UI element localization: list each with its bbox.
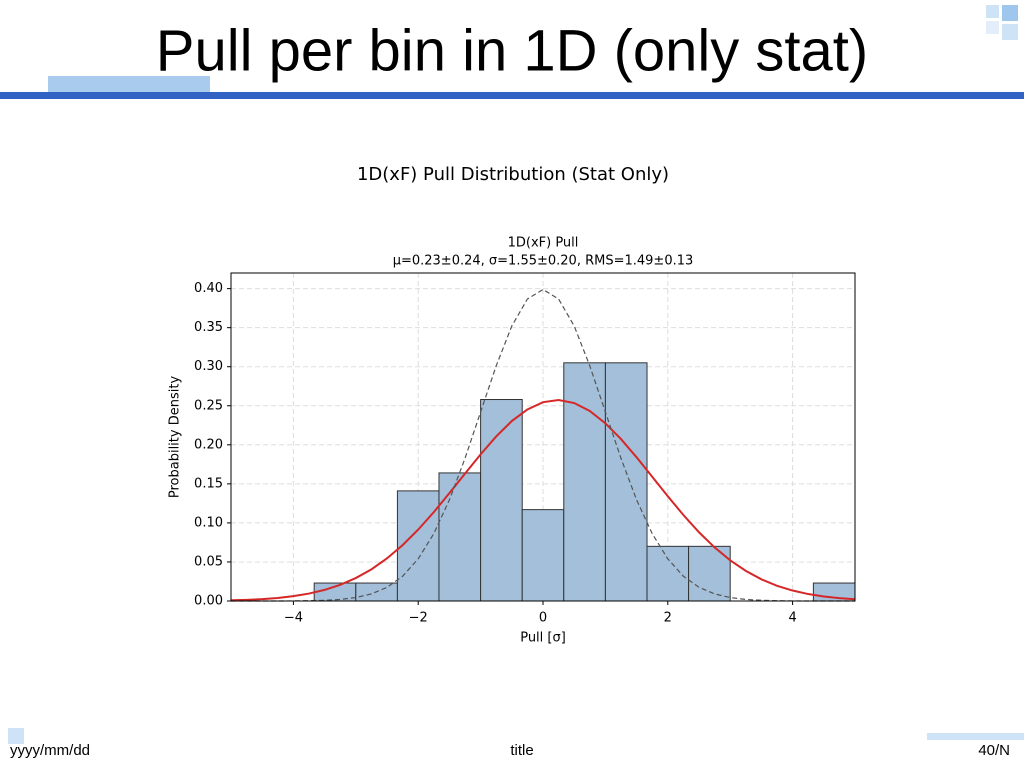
chart-title: 1D(xF) Pull Distribution (Stat Only) bbox=[357, 164, 669, 185]
x-tick-label: 0 bbox=[539, 611, 547, 626]
y-tick-label: 0.10 bbox=[194, 515, 223, 530]
y-tick-label: 0.00 bbox=[194, 594, 223, 609]
title-rule bbox=[0, 92, 1024, 99]
bar bbox=[480, 399, 523, 602]
x-tick-label: 4 bbox=[788, 611, 796, 626]
decor bbox=[927, 733, 1024, 740]
y-axis-label: Probability Density bbox=[168, 376, 183, 499]
footer-title: title bbox=[510, 742, 533, 759]
x-tick-label: −2 bbox=[409, 611, 428, 626]
decor bbox=[1002, 5, 1018, 21]
fit-curve bbox=[230, 398, 856, 602]
plot-frame bbox=[230, 272, 856, 602]
y-tick-label: 0.15 bbox=[194, 476, 223, 491]
chart-subtitle: μ=0.23±0.24, σ=1.55±0.20, RMS=1.49±0.13 bbox=[393, 254, 694, 269]
x-axis-label: Pull [σ] bbox=[520, 631, 566, 646]
title-accent bbox=[48, 76, 210, 92]
slide-title: Pull per bin in 1D (only stat) bbox=[156, 18, 868, 83]
bar bbox=[646, 545, 690, 602]
bar bbox=[396, 490, 440, 602]
y-tick-label: 0.20 bbox=[194, 437, 223, 452]
y-tick-label: 0.05 bbox=[194, 554, 223, 569]
fit-curve bbox=[231, 288, 855, 602]
y-tick-label: 0.25 bbox=[194, 398, 223, 413]
y-tick-label: 0.40 bbox=[194, 281, 223, 296]
decor bbox=[1002, 24, 1018, 40]
bar bbox=[604, 362, 648, 602]
decor bbox=[8, 728, 24, 744]
y-tick-label: 0.35 bbox=[194, 320, 223, 335]
x-tick-label: 2 bbox=[664, 611, 672, 626]
y-tick-label: 0.30 bbox=[194, 359, 223, 374]
footer-date: yyyy/mm/dd bbox=[10, 742, 90, 759]
bar bbox=[521, 509, 565, 602]
decor bbox=[986, 5, 999, 18]
bar bbox=[563, 362, 606, 602]
chart-subtitle: 1D(xF) Pull bbox=[508, 236, 579, 251]
decor bbox=[986, 21, 999, 34]
bar bbox=[438, 472, 482, 602]
x-tick-label: −4 bbox=[284, 611, 303, 626]
footer-page: 40/N bbox=[978, 742, 1010, 759]
